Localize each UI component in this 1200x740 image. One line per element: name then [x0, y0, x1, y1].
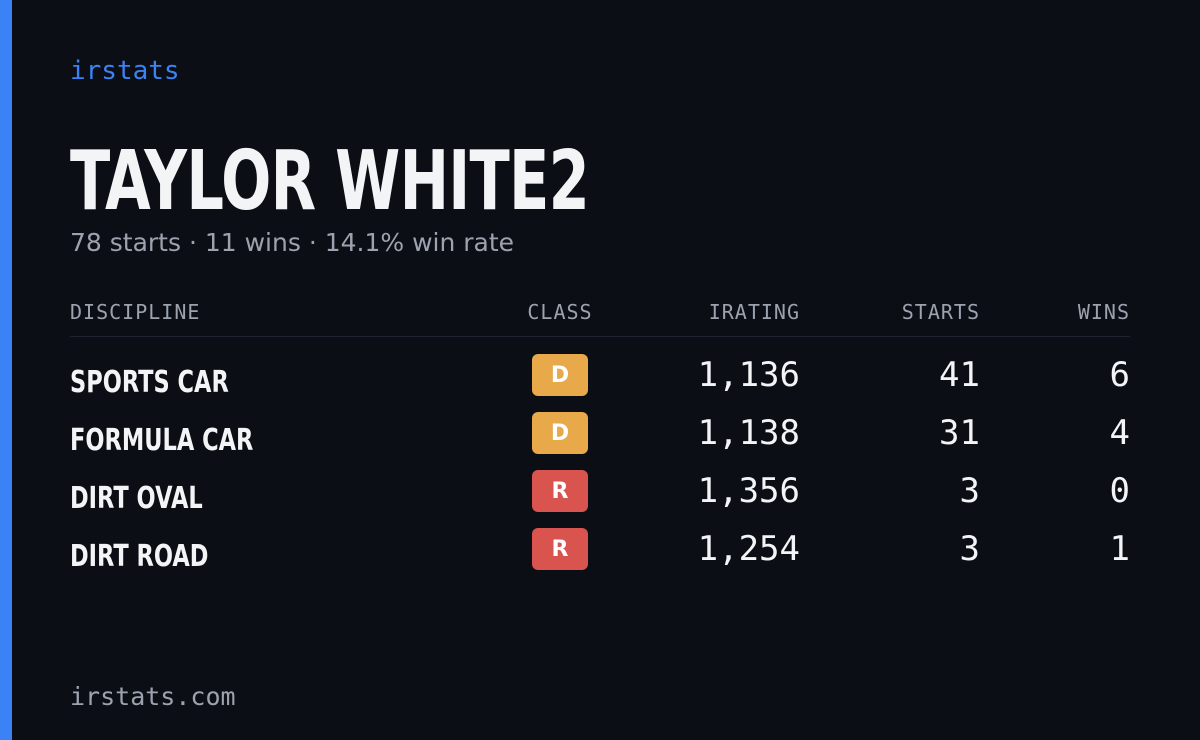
header-rule — [70, 336, 1130, 337]
irating: 1,136 — [697, 355, 800, 395]
irating: 1,356 — [697, 471, 800, 511]
column-header: DISCIPLINE — [70, 300, 201, 324]
class-badge: D — [532, 354, 588, 396]
starts: 41 — [939, 355, 980, 395]
starts: 3 — [959, 529, 980, 569]
summary: 78 starts · 11 wins · 14.1% win rate — [70, 228, 515, 257]
column-header: WINS — [1077, 300, 1130, 324]
discipline: FORMULA CAR — [70, 423, 254, 458]
irating: 1,138 — [697, 413, 800, 453]
class-badge: R — [532, 470, 588, 512]
discipline: SPORTS CAR — [70, 365, 229, 400]
starts: 31 — [939, 413, 980, 453]
wins: 1 — [1109, 529, 1130, 569]
discipline: DIRT OVAL — [70, 481, 203, 516]
class-badge: D — [532, 412, 588, 454]
irating: 1,254 — [697, 529, 800, 569]
footer: irstats.com — [70, 682, 236, 711]
player-name: TAYLOR WHITE2 — [70, 134, 590, 229]
class-badge: R — [532, 528, 588, 570]
discipline: DIRT ROAD — [70, 539, 209, 574]
column-header: IRATING — [708, 300, 800, 324]
column-header: STARTS — [901, 300, 980, 324]
wins: 4 — [1109, 413, 1130, 453]
starts: 3 — [959, 471, 980, 511]
brand: irstats — [70, 56, 180, 86]
wins: 0 — [1109, 471, 1130, 511]
wins: 6 — [1109, 355, 1130, 395]
accent-bar — [0, 0, 12, 740]
column-header: CLASS — [527, 300, 593, 324]
